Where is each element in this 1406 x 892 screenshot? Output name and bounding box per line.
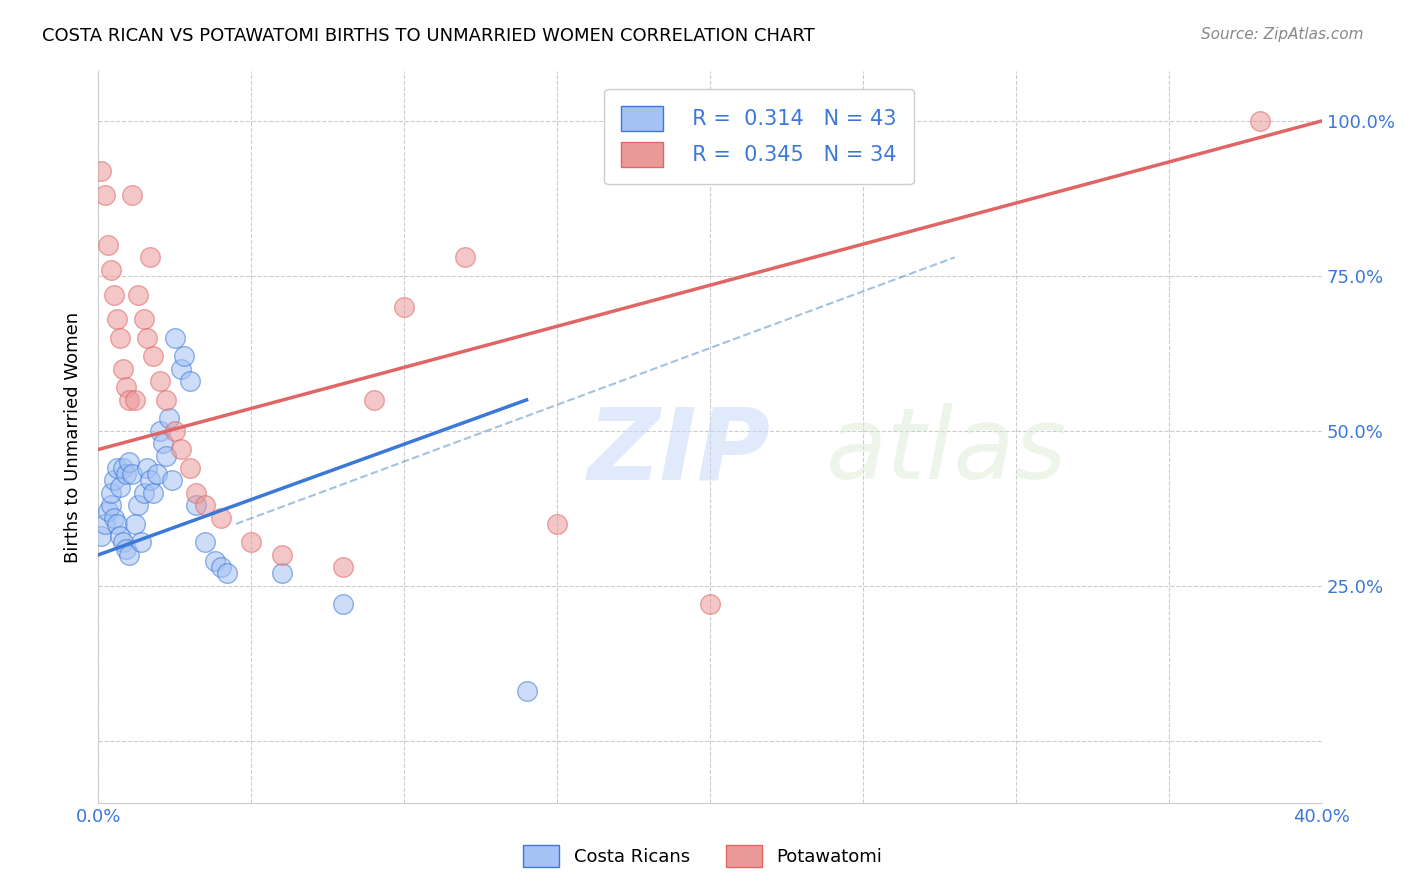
Point (121, 467, 143, 482)
Point (97, 238, 120, 252)
Legend: Costa Ricans, Potawatomi: Costa Ricans, Potawatomi (516, 838, 890, 874)
Point (90, 163, 112, 178)
Point (105, 516, 128, 531)
Point (134, 312, 156, 326)
Point (149, 424, 172, 438)
Point (103, 474, 125, 488)
Point (170, 442, 193, 457)
Point (100, 486, 122, 500)
Point (332, 560, 354, 574)
Point (186, 486, 208, 500)
Point (108, 529, 131, 543)
Y-axis label: Births to Unmarried Women: Births to Unmarried Women (65, 311, 83, 563)
Point (121, 188, 143, 202)
Point (454, 250, 477, 264)
Point (103, 510, 125, 524)
Point (209, 510, 232, 524)
Point (124, 516, 146, 531)
Point (115, 541, 138, 556)
Legend:   R =  0.314   N = 43,   R =  0.345   N = 34: R = 0.314 N = 43, R = 0.345 N = 34 (605, 89, 914, 184)
Point (97, 504, 120, 518)
Point (127, 287, 149, 301)
Point (163, 331, 186, 345)
Point (108, 331, 131, 345)
Point (142, 350, 165, 364)
Point (155, 392, 177, 407)
Text: COSTA RICAN VS POTAWATOMI BIRTHS TO UNMARRIED WOMEN CORRELATION CHART: COSTA RICAN VS POTAWATOMI BIRTHS TO UNMA… (42, 27, 815, 45)
Point (363, 392, 385, 407)
Point (157, 411, 180, 425)
Point (139, 474, 162, 488)
Point (215, 566, 238, 581)
Point (93, 188, 115, 202)
Point (209, 560, 232, 574)
Point (111, 362, 134, 376)
Point (118, 455, 141, 469)
Point (240, 535, 263, 549)
Point (111, 461, 134, 475)
Point (179, 461, 201, 475)
Point (546, 516, 568, 531)
Point (103, 287, 125, 301)
Point (149, 374, 172, 388)
Point (194, 535, 217, 549)
Point (186, 498, 208, 512)
Point (163, 424, 186, 438)
Point (270, 566, 292, 581)
Point (90, 529, 112, 543)
Point (139, 250, 162, 264)
Text: Source: ZipAtlas.com: Source: ZipAtlas.com (1201, 27, 1364, 42)
Point (118, 548, 141, 562)
Text: ZIP: ZIP (588, 403, 770, 500)
Point (105, 312, 128, 326)
Point (118, 392, 141, 407)
Point (204, 554, 226, 568)
Point (115, 467, 138, 482)
Text: atlas: atlas (827, 403, 1069, 500)
Point (142, 486, 165, 500)
Point (152, 436, 174, 450)
Point (392, 300, 416, 314)
Point (108, 480, 131, 494)
Point (145, 467, 167, 482)
Point (155, 449, 177, 463)
Point (124, 392, 146, 407)
Point (170, 362, 193, 376)
Point (179, 374, 201, 388)
Point (105, 461, 128, 475)
Point (699, 598, 721, 612)
Point (194, 498, 217, 512)
Point (93, 516, 115, 531)
Point (160, 474, 183, 488)
Point (111, 535, 134, 549)
Point (129, 535, 152, 549)
Point (516, 684, 538, 698)
Point (136, 461, 159, 475)
Point (134, 486, 156, 500)
Point (136, 331, 159, 345)
Point (100, 498, 122, 512)
Point (1249, 114, 1271, 128)
Point (270, 548, 292, 562)
Point (332, 598, 354, 612)
Point (127, 498, 149, 512)
Point (100, 262, 122, 277)
Point (115, 380, 138, 394)
Point (173, 350, 195, 364)
